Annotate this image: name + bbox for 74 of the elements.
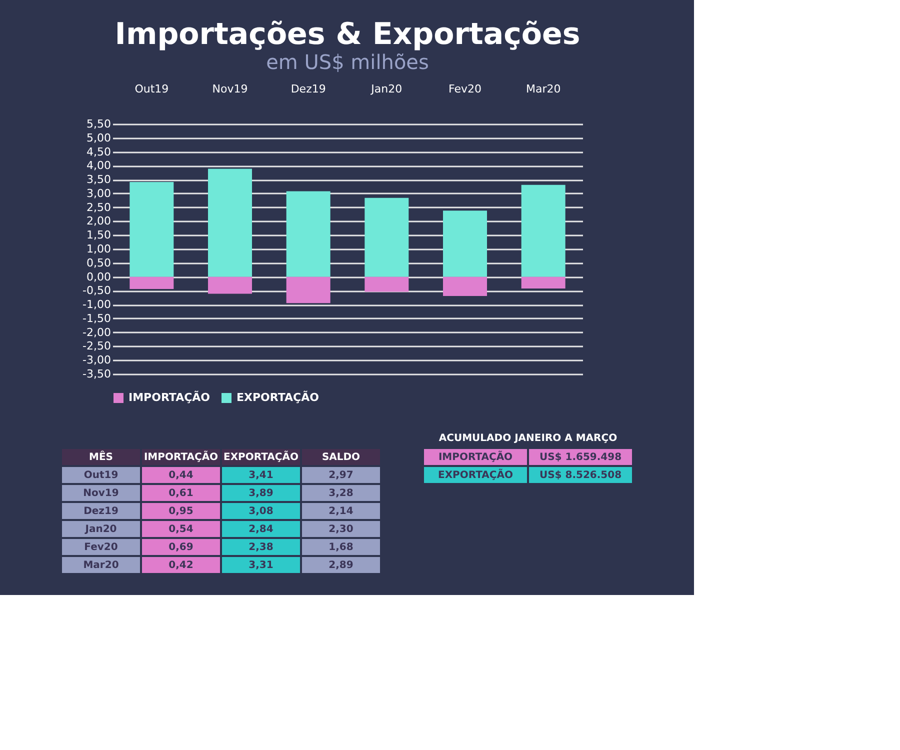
text: Fev20: [84, 542, 118, 553]
text: EXPORTAÇÃO: [438, 468, 513, 481]
text: 0,54: [168, 524, 194, 535]
legend-label: IMPORTAÇÃO: [128, 390, 210, 404]
text: ACUMULADO JANEIRO A MARÇO: [438, 433, 618, 444]
y-tick-label: 5,00: [86, 131, 111, 144]
y-tick-label: -3,00: [82, 354, 111, 367]
chart-subtitle: em US$ milhões: [266, 50, 429, 74]
text: 3,08: [248, 506, 274, 517]
bar: [521, 276, 566, 288]
bar: [521, 184, 566, 277]
text: 1,68: [328, 542, 354, 553]
y-tick-label: 3,00: [86, 186, 111, 200]
text: 2,89: [328, 560, 354, 571]
category-label: SALDO: [322, 452, 360, 463]
category-label: EXPORTAÇÃO: [224, 450, 298, 463]
x-tick-label: Jan20: [370, 82, 402, 96]
x-tick-label: Mar20: [526, 82, 561, 96]
bar: [130, 276, 174, 289]
y-tick-label: -0,50: [82, 284, 111, 298]
text: Dez19: [84, 506, 118, 517]
text: 3,28: [328, 488, 354, 499]
x-tick-label: Fev20: [448, 82, 482, 96]
y-tick-label: 1,00: [86, 242, 111, 256]
category-label: IMPORTAÇÃO: [144, 450, 218, 463]
text: US$ 8.526.508: [539, 470, 622, 481]
bar: [364, 276, 409, 292]
y-tick-label: -1,00: [82, 298, 111, 312]
chart-title: Importações & Exportações: [114, 17, 580, 52]
y-tick-label: 1,50: [86, 228, 111, 242]
bar: [208, 276, 252, 294]
text: Nov19: [83, 488, 119, 499]
y-tick-label: 4,50: [86, 145, 111, 158]
y-tick-label: 0,50: [86, 256, 111, 270]
text: 0,69: [168, 542, 194, 553]
bar: [443, 276, 487, 296]
x-tick-label: Dez19: [290, 82, 326, 96]
bar: [286, 276, 330, 304]
text: 3,41: [248, 470, 274, 481]
text: Jan20: [84, 524, 117, 535]
text: Mar20: [83, 560, 119, 571]
text: 2,38: [248, 542, 274, 553]
bar: [364, 198, 409, 277]
y-tick-label: -2,50: [82, 340, 111, 353]
text: 0,44: [168, 470, 194, 481]
y-tick-label: 0,00: [86, 270, 111, 284]
text: US$ 1.659.498: [539, 452, 622, 463]
legend-label: EXPORTAÇÃO: [236, 390, 319, 404]
text: 0,95: [168, 506, 194, 517]
bar: [286, 191, 330, 277]
text: Out19: [84, 470, 118, 481]
x-tick-label: Nov19: [212, 82, 248, 96]
text: 3,89: [248, 488, 274, 499]
y-tick-label: -1,50: [82, 312, 111, 325]
text: 2,30: [328, 524, 354, 535]
y-tick-label: 2,50: [86, 200, 111, 214]
text: 3,31: [248, 560, 274, 571]
text: 0,42: [168, 560, 194, 571]
bar: [208, 168, 252, 277]
y-tick-label: -3,50: [82, 368, 111, 380]
y-tick-label: 2,00: [86, 214, 111, 228]
y-tick-label: 3,50: [86, 173, 111, 186]
y-tick-label: 5,50: [86, 118, 111, 130]
text: 2,97: [328, 470, 354, 481]
category-label: MÊS: [89, 450, 113, 463]
y-tick-label: 4,00: [86, 159, 111, 172]
text: 2,84: [248, 524, 274, 535]
x-tick-label: Out19: [134, 82, 169, 96]
text: IMPORTAÇÃO: [438, 450, 513, 463]
text: 2,14: [328, 506, 354, 517]
bar: [443, 210, 487, 277]
y-tick-label: -2,00: [82, 326, 111, 339]
text: 0,61: [168, 488, 194, 499]
bar: [130, 182, 174, 277]
